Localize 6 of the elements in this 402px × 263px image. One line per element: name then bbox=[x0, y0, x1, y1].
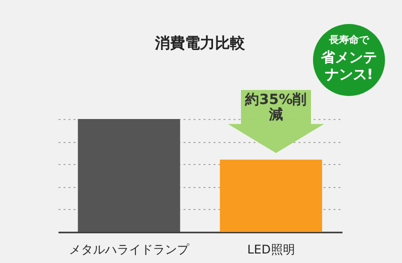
text: 省メンテナンス! bbox=[320, 50, 378, 84]
annotation: 約35%削減 bbox=[244, 92, 308, 123]
x-tick-label: LED照明 bbox=[247, 242, 295, 256]
chart-title: 消費電力比較 bbox=[154, 34, 246, 52]
x-tick-label: メタルハライドランプ bbox=[69, 242, 190, 256]
text: 長寿命で bbox=[328, 35, 370, 46]
